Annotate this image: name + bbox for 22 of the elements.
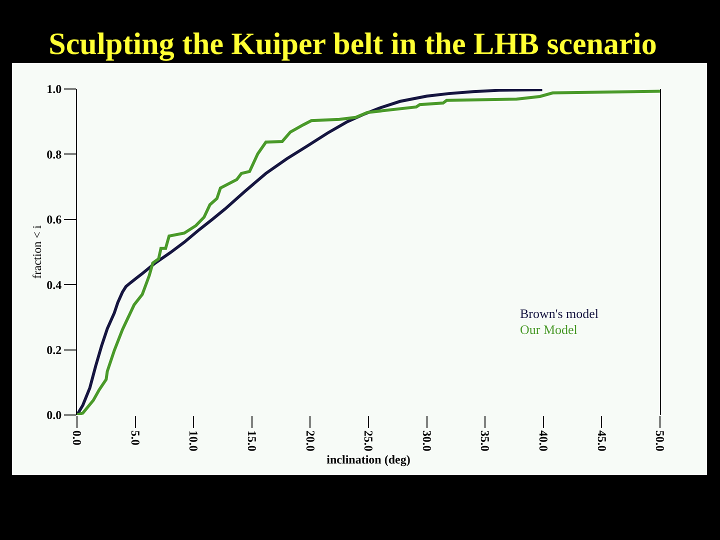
x-tick-label: 20.0 (303, 430, 318, 452)
x-axis-title: inclination (deg) (326, 452, 410, 466)
x-tick-label: 45.0 (594, 430, 609, 452)
y-axis-title: fraction < i (30, 224, 44, 279)
y-tick-label: 0.2 (46, 343, 62, 357)
text: Brown's model (520, 306, 599, 321)
x-tick-label: 10.0 (186, 430, 201, 452)
x-tick-label: 35.0 (478, 430, 492, 452)
x-tick-label: 0.0 (70, 430, 84, 446)
x-tick-label: 30.0 (420, 430, 434, 452)
y-tick-label: 0.4 (46, 278, 62, 292)
y-tick-label: 0.0 (46, 408, 62, 422)
x-tick-label: 50.0 (653, 430, 668, 452)
y-tick-label: 1.0 (46, 82, 62, 96)
x-tick-label: 15.0 (245, 430, 259, 452)
x-tick-label: 25.0 (362, 430, 376, 452)
x-tick-label: 5.0 (128, 430, 142, 446)
chart-title: Sculpting the Kuiper belt in the LHB scenario (48, 26, 657, 61)
y-tick-label: 0.8 (46, 147, 62, 162)
text: Our Model (520, 322, 578, 337)
y-tick-label: 0.6 (46, 212, 62, 227)
x-tick-label: 40.0 (536, 430, 550, 452)
